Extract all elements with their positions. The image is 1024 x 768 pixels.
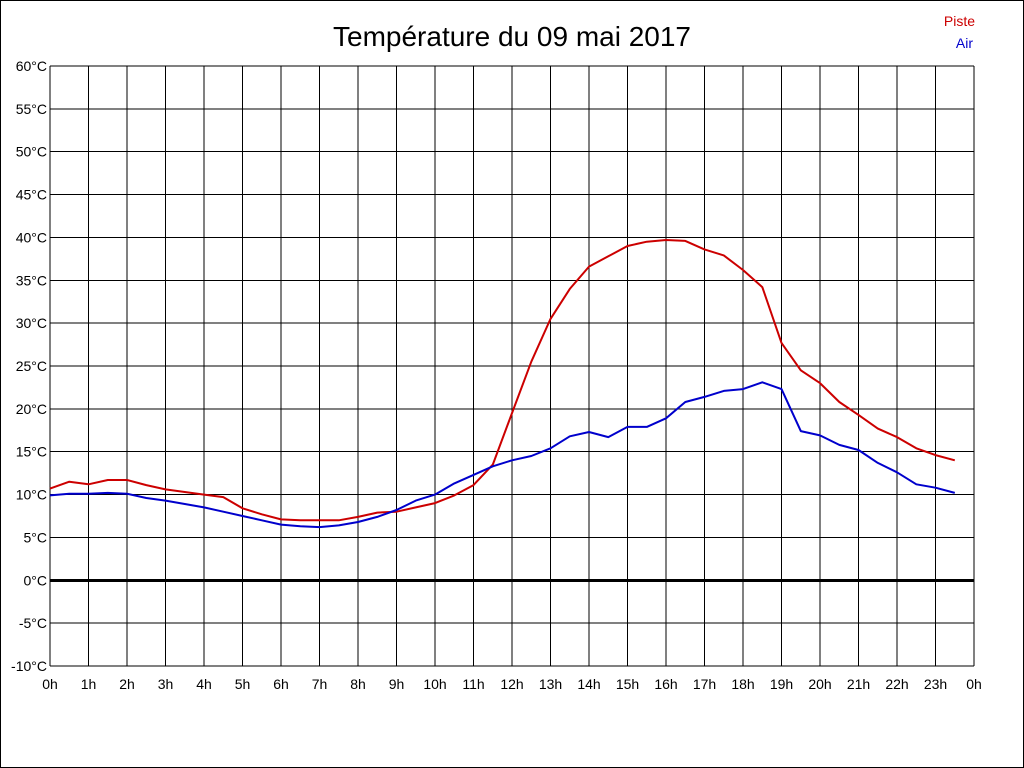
legend-piste: Piste — [944, 13, 975, 29]
x-tick-label: 12h — [500, 676, 523, 692]
x-tick-label: 0h — [966, 676, 982, 692]
y-tick-label: 40°C — [16, 229, 47, 245]
x-tick-label: 13h — [539, 676, 562, 692]
y-tick-label: 60°C — [16, 58, 47, 74]
y-tick-label: 45°C — [16, 187, 47, 203]
x-tick-label: 3h — [158, 676, 174, 692]
y-tick-label: 0°C — [24, 572, 48, 588]
chart-title: Température du 09 mai 2017 — [333, 21, 691, 52]
x-tick-label: 5h — [235, 676, 251, 692]
x-tick-label: 21h — [847, 676, 870, 692]
y-tick-label: 30°C — [16, 315, 47, 331]
y-tick-label: 20°C — [16, 401, 47, 417]
x-axis-ticks: 0h 1h 2h 3h 4h 5h 6h 7h 8h 9h 10h 11h 12h 13h 14h 15h 16… — [42, 676, 982, 692]
y-tick-label: 35°C — [16, 272, 47, 288]
y-tick-label: 10°C — [16, 487, 47, 503]
x-tick-label: 14h — [577, 676, 600, 692]
x-tick-label: 16h — [654, 676, 677, 692]
x-tick-label: 15h — [616, 676, 639, 692]
y-tick-label: 15°C — [16, 444, 47, 460]
x-tick-label: 6h — [273, 676, 289, 692]
legend-air: Air — [956, 35, 973, 51]
x-tick-label: 8h — [350, 676, 366, 692]
x-tick-label: 2h — [119, 676, 135, 692]
x-tick-label: 4h — [196, 676, 212, 692]
x-tick-label: 17h — [693, 676, 716, 692]
x-tick-label: 10h — [423, 676, 446, 692]
series-lines — [49, 239, 956, 529]
x-tick-label: 7h — [312, 676, 328, 692]
x-tick-label: 9h — [389, 676, 405, 692]
x-tick-label: 1h — [81, 676, 97, 692]
x-tick-label: 11h — [462, 676, 484, 692]
x-tick-label: 19h — [770, 676, 793, 692]
y-axis-ticks: 60°C 55°C 50°C 45°C 40°C 35°C 30°C 25°C 20°C 15°C… — [11, 58, 47, 674]
y-tick-label: 50°C — [16, 144, 47, 160]
series-line-air — [49, 381, 956, 529]
y-tick-label: 55°C — [16, 101, 47, 117]
x-tick-label: 23h — [924, 676, 947, 692]
x-tick-label: 0h — [42, 676, 58, 692]
x-tick-label: 20h — [808, 676, 831, 692]
x-tick-label: 22h — [885, 676, 908, 692]
y-tick-label: 25°C — [16, 358, 47, 374]
y-tick-label: 5°C — [24, 529, 48, 545]
grid — [49, 65, 975, 667]
series-line-piste — [49, 239, 956, 522]
y-tick-label: -5°C — [19, 615, 47, 631]
y-tick-label: -10°C — [11, 658, 47, 674]
x-tick-label: 18h — [731, 676, 754, 692]
